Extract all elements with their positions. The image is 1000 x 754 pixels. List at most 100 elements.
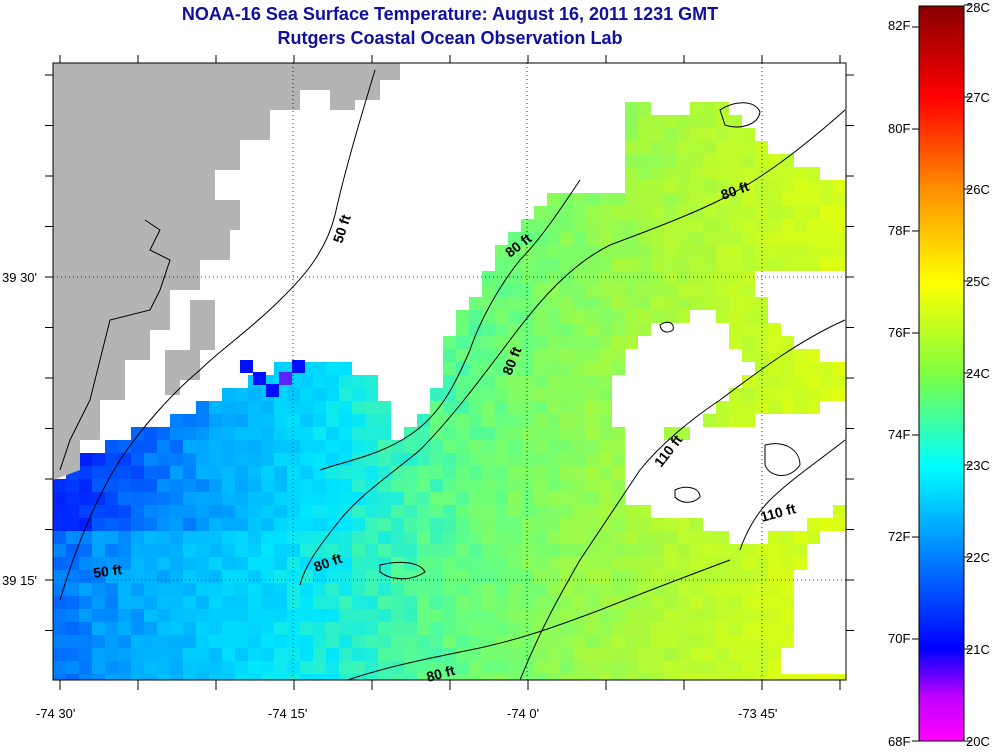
sst-cell xyxy=(573,648,586,661)
sst-cell xyxy=(625,193,638,206)
sst-cell xyxy=(287,661,300,674)
sst-cell xyxy=(508,284,521,297)
sst-cell xyxy=(586,518,599,531)
sst-cell xyxy=(625,648,638,661)
sst-cell xyxy=(279,372,292,385)
sst-cell xyxy=(664,219,677,232)
sst-cell xyxy=(586,492,599,505)
sst-cell xyxy=(690,180,703,193)
sst-cell xyxy=(716,206,729,219)
sst-cell xyxy=(547,661,560,674)
sst-cell xyxy=(586,596,599,609)
sst-cell xyxy=(599,245,612,258)
sst-cell xyxy=(313,466,326,479)
sst-cell xyxy=(716,661,729,674)
sst-cell xyxy=(534,310,547,323)
sst-cell xyxy=(664,258,677,271)
sst-cell xyxy=(755,336,768,349)
sst-cell xyxy=(105,661,118,674)
sst-cell xyxy=(482,596,495,609)
sst-cell xyxy=(339,362,352,375)
sst-cell xyxy=(105,453,118,466)
sst-cell xyxy=(742,609,755,622)
sst-cell xyxy=(560,674,573,680)
sst-cell xyxy=(560,362,573,375)
sst-cell xyxy=(664,232,677,245)
sst-cell xyxy=(534,349,547,362)
sst-cell xyxy=(196,622,209,635)
sst-cell xyxy=(365,427,378,440)
sst-cell xyxy=(625,544,638,557)
sst-cell xyxy=(508,232,521,245)
sst-cell xyxy=(560,336,573,349)
sst-cell xyxy=(755,297,768,310)
sst-cell xyxy=(521,323,534,336)
sst-cell xyxy=(378,635,391,648)
sst-cell xyxy=(677,154,690,167)
sst-cell xyxy=(573,453,586,466)
sst-cell xyxy=(365,544,378,557)
sst-cell xyxy=(586,583,599,596)
sst-cell xyxy=(79,570,92,583)
sst-cell xyxy=(326,544,339,557)
sst-cell xyxy=(755,219,768,232)
sst-cell xyxy=(599,544,612,557)
sst-cell xyxy=(157,622,170,635)
sst-cell xyxy=(547,648,560,661)
sst-cell xyxy=(313,635,326,648)
sst-cell xyxy=(534,362,547,375)
colorbar-c-label: 21C xyxy=(966,642,990,657)
sst-cell xyxy=(586,284,599,297)
sst-cell xyxy=(261,401,274,414)
sst-cell xyxy=(690,193,703,206)
sst-cell xyxy=(144,570,157,583)
sst-cell xyxy=(742,141,755,154)
sst-cell xyxy=(755,375,768,388)
sst-cell xyxy=(599,661,612,674)
sst-cell xyxy=(599,453,612,466)
sst-cell xyxy=(274,596,287,609)
sst-cell xyxy=(586,193,599,206)
sst-cell xyxy=(547,245,560,258)
sst-cell xyxy=(118,622,131,635)
sst-cell xyxy=(495,349,508,362)
sst-cell xyxy=(729,570,742,583)
sst-cell xyxy=(274,674,287,680)
sst-cell xyxy=(547,375,560,388)
sst-cell xyxy=(274,609,287,622)
sst-cell xyxy=(729,661,742,674)
sst-cell xyxy=(508,349,521,362)
sst-cell xyxy=(833,674,846,680)
sst-cell xyxy=(612,336,625,349)
sst-cell xyxy=(287,596,300,609)
sst-cell xyxy=(144,531,157,544)
sst-cell xyxy=(508,310,521,323)
sst-cell xyxy=(144,648,157,661)
sst-cell xyxy=(651,115,664,128)
sst-cell xyxy=(248,544,261,557)
sst-cell xyxy=(560,544,573,557)
sst-cell xyxy=(326,466,339,479)
sst-cell xyxy=(534,648,547,661)
sst-cell xyxy=(677,661,690,674)
sst-cell xyxy=(508,622,521,635)
sst-cell xyxy=(573,349,586,362)
sst-cell xyxy=(326,674,339,680)
sst-cell xyxy=(144,427,157,440)
sst-cell xyxy=(53,544,66,557)
sst-cell xyxy=(755,583,768,596)
sst-cell xyxy=(534,297,547,310)
sst-cell xyxy=(456,583,469,596)
sst-cell xyxy=(131,466,144,479)
sst-cell xyxy=(417,544,430,557)
sst-cell xyxy=(209,635,222,648)
sst-cell xyxy=(456,648,469,661)
sst-cell xyxy=(651,544,664,557)
sst-cell xyxy=(703,128,716,141)
sst-cell xyxy=(599,492,612,505)
sst-cell xyxy=(651,141,664,154)
sst-cell xyxy=(781,622,794,635)
sst-cell xyxy=(495,648,508,661)
sst-cell xyxy=(612,505,625,518)
sst-cell xyxy=(677,583,690,596)
